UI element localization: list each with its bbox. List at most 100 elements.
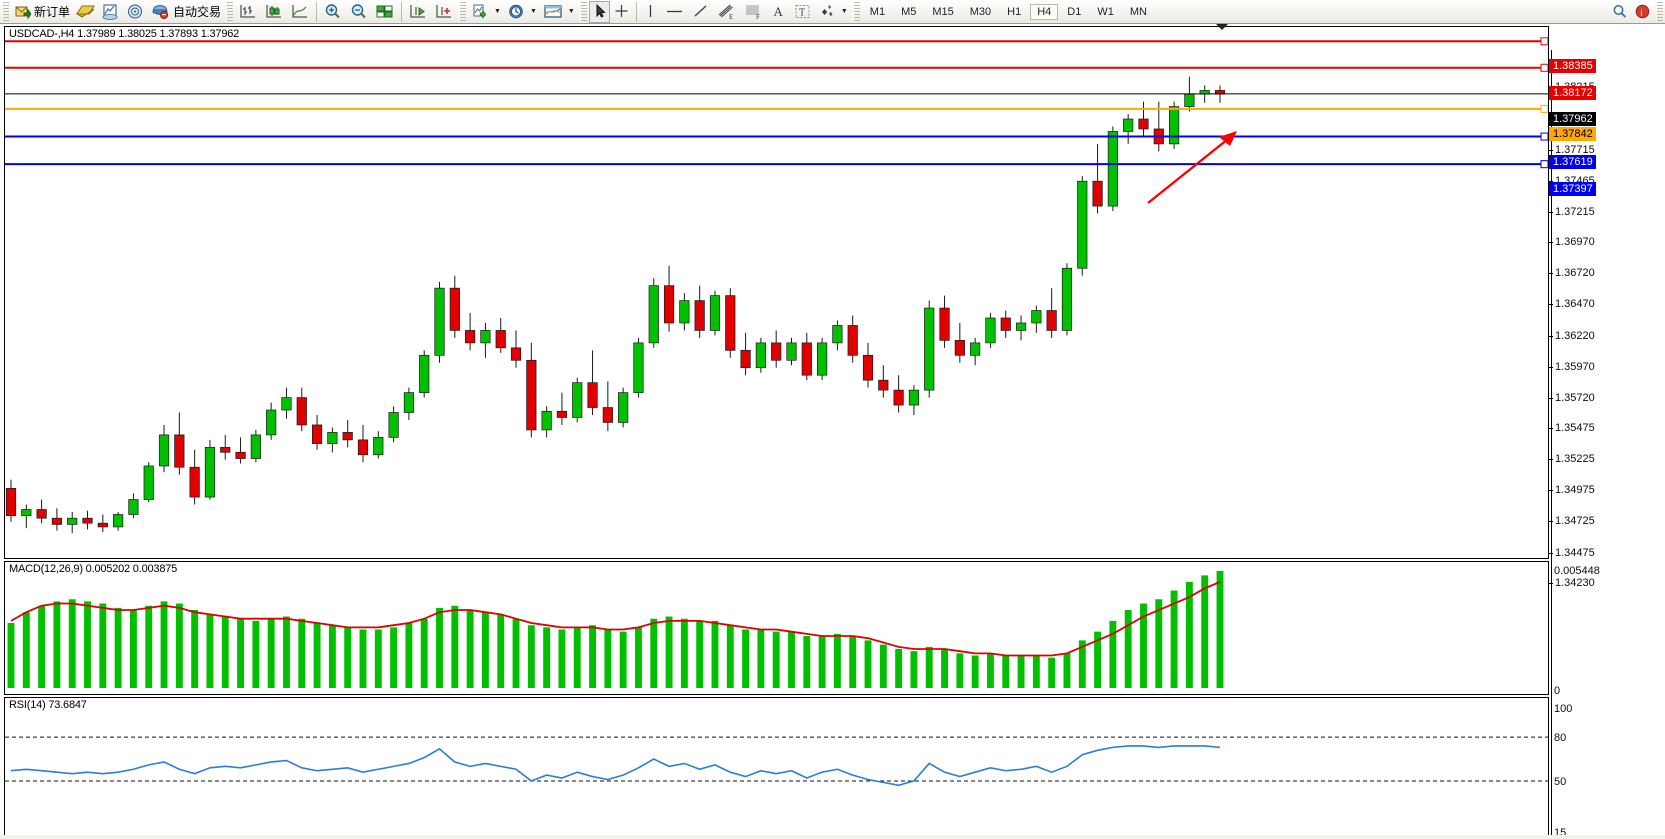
zoom-in-button[interactable] [320, 1, 346, 23]
shapes-button[interactable]: ▼ [815, 1, 851, 23]
profiles-icon [76, 5, 95, 18]
toolbar-grip-5[interactable] [852, 1, 860, 22]
price-chart-svg[interactable] [5, 27, 1549, 558]
equidistant-channel-button[interactable]: E [713, 1, 740, 23]
timeframe-w1[interactable]: W1 [1097, 5, 1114, 18]
toolbar-grip[interactable] [2, 1, 9, 22]
period-button[interactable]: ▼ [504, 1, 540, 23]
chevron-down-icon-3[interactable]: ▼ [567, 8, 575, 15]
line-chart-button[interactable] [287, 1, 313, 23]
equidistant-channel-icon: E [718, 4, 733, 20]
price-tick: 1.35475 [1549, 422, 1595, 435]
market-watch-button[interactable] [98, 1, 123, 23]
level-handle [1540, 160, 1548, 169]
autotrading-button[interactable]: 自动交易 [148, 1, 224, 23]
fibonacci-button[interactable]: F [740, 1, 767, 23]
chart-window[interactable]: USDCAD-,H4 1.37989 1.38025 1.37893 1.379… [0, 24, 1665, 839]
navigator-button[interactable] [123, 1, 148, 23]
vertical-line-icon [649, 5, 651, 17]
level-price-tag[interactable]: 1.37842 [1549, 126, 1596, 141]
trendline-button[interactable] [688, 1, 713, 23]
candle-body [1077, 180, 1088, 269]
timeframe-d1[interactable]: D1 [1067, 5, 1082, 18]
candle-body [694, 300, 705, 331]
trendline-icon [694, 5, 707, 17]
level-price-tag[interactable]: 1.37397 [1549, 182, 1596, 197]
templates-button[interactable]: ▼ [540, 1, 578, 23]
timeframe-h1[interactable]: H1 [1007, 5, 1022, 18]
timeframe-m15[interactable]: M15 [932, 5, 954, 18]
indicators-button[interactable]: ▼ [468, 1, 504, 23]
toolbar-grip-3[interactable] [459, 1, 467, 22]
candle-body [266, 409, 277, 436]
toolbar-grip-2[interactable] [226, 1, 234, 22]
search-button[interactable] [1608, 1, 1631, 23]
price-pane[interactable]: USDCAD-,H4 1.37989 1.38025 1.37893 1.379… [4, 26, 1549, 559]
rsi-chart-svg[interactable] [5, 698, 1549, 836]
chart-shift-button[interactable] [405, 1, 431, 23]
chevron-down-icon-2[interactable]: ▼ [529, 8, 537, 15]
timeframe-group: M1 M5 M15 M30 H1 H4 D1 W1 MN [862, 3, 1155, 20]
text-box-icon: T [795, 5, 810, 19]
candle-body [954, 340, 965, 356]
text-label-icon: A [773, 4, 783, 19]
macd-chart-svg[interactable] [5, 562, 1549, 694]
candle-body [158, 434, 170, 467]
candle-body [36, 509, 47, 519]
line-chart-icon [292, 5, 308, 18]
horizontal-line-button[interactable] [661, 1, 688, 23]
chevron-down-icon-4[interactable]: ▼ [840, 8, 848, 15]
timeframe-m5[interactable]: M5 [901, 5, 917, 18]
vertical-line-button[interactable] [640, 1, 661, 23]
text-box-button[interactable]: T [790, 1, 815, 23]
level-price-tag[interactable]: 1.38172 [1549, 85, 1596, 100]
tile-windows-icon [376, 5, 393, 18]
candle-body [220, 446, 231, 453]
toolbar-grip-4[interactable] [579, 1, 587, 22]
timeframe-m30[interactable]: M30 [969, 5, 992, 18]
price-tick: 1.36220 [1549, 329, 1595, 342]
help-button[interactable]: i [1631, 1, 1654, 23]
candle-body [878, 379, 889, 391]
candle-body [403, 392, 414, 413]
new-order-button[interactable]: 新订单 [11, 1, 73, 23]
level-price-tag[interactable]: 1.37619 [1549, 154, 1596, 169]
candle-body [648, 285, 659, 344]
price-tick: 1.34230 [1549, 577, 1595, 589]
level-handle [1540, 63, 1548, 72]
bar-chart-button[interactable] [235, 1, 261, 23]
candle-body [771, 342, 782, 361]
chart-shift-handle[interactable] [1216, 24, 1228, 30]
price-axis[interactable]: 1.382151.377151.374651.372151.369701.367… [1549, 50, 1665, 839]
level-handle [1540, 104, 1548, 113]
candle-body [97, 522, 108, 528]
svg-text:F: F [756, 13, 760, 20]
candle-body [449, 287, 460, 331]
timeframe-mn[interactable]: MN [1129, 5, 1147, 18]
candle-body [465, 330, 476, 344]
macd-axis-min: 0 [1554, 685, 1561, 697]
auto-scroll-icon [436, 5, 452, 18]
timeframe-m1[interactable]: M1 [869, 5, 886, 18]
chevron-down-icon[interactable]: ▼ [494, 8, 501, 15]
text-label-button[interactable]: A [767, 1, 790, 23]
auto-scroll-button[interactable] [431, 1, 457, 23]
level-price-tag[interactable]: 1.38385 [1549, 59, 1596, 74]
zoom-out-button[interactable] [346, 1, 372, 23]
rsi-label: RSI(14) 73.6847 [9, 699, 87, 711]
candle-body [373, 437, 384, 456]
tile-windows-button[interactable] [372, 1, 398, 23]
candle-body [1015, 322, 1027, 331]
rsi-pane[interactable]: RSI(14) 73.6847 [4, 697, 1549, 837]
macd-pane[interactable]: MACD(12,26,9) 0.005202 0.003875 [4, 561, 1549, 695]
rsi-axis-label: 100 [1554, 703, 1573, 715]
candlestick-chart-button[interactable] [261, 1, 287, 23]
timeframe-h4[interactable]: H4 [1030, 3, 1059, 20]
current-price-tag[interactable]: 1.37962 [1549, 111, 1596, 126]
toolbar-grip-6[interactable] [1656, 1, 1663, 22]
crosshair-button[interactable] [610, 1, 633, 23]
profiles-button[interactable] [73, 1, 98, 23]
candle-body [357, 439, 369, 456]
cursor-button[interactable] [588, 0, 610, 23]
candle-body [82, 517, 93, 524]
